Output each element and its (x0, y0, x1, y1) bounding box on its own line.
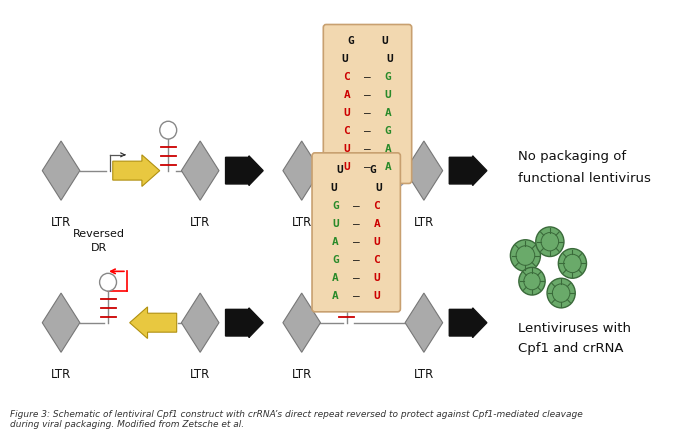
Text: —: — (364, 108, 371, 118)
FancyBboxPatch shape (312, 153, 400, 312)
Circle shape (160, 121, 176, 139)
Text: A: A (374, 219, 380, 229)
Text: —: — (353, 201, 360, 211)
Text: U: U (381, 36, 388, 46)
Text: G: G (385, 126, 391, 136)
Text: LTR: LTR (190, 216, 210, 229)
Text: —: — (353, 255, 360, 265)
Text: LTR: LTR (414, 368, 434, 381)
Text: U: U (374, 237, 380, 247)
Text: Cpf1: Cpf1 (368, 165, 394, 176)
Text: A: A (332, 237, 339, 247)
Polygon shape (181, 293, 219, 352)
Text: U: U (344, 144, 350, 154)
Ellipse shape (353, 149, 409, 192)
Text: —: — (364, 162, 371, 172)
Circle shape (559, 249, 587, 278)
Text: LTR: LTR (292, 368, 312, 381)
Polygon shape (225, 156, 263, 185)
Text: C: C (374, 255, 380, 265)
Text: U: U (336, 165, 343, 175)
Text: —: — (364, 90, 371, 100)
Text: Lentiviruses with: Lentiviruses with (518, 322, 631, 335)
Polygon shape (405, 293, 442, 352)
Text: Cpf1 and crRNA: Cpf1 and crRNA (518, 342, 624, 355)
Polygon shape (225, 308, 263, 337)
Text: A: A (332, 273, 339, 282)
Text: DR: DR (90, 242, 107, 253)
Text: C: C (344, 126, 350, 136)
Text: U: U (385, 90, 391, 100)
Text: U: U (344, 108, 350, 118)
Text: LTR: LTR (190, 368, 210, 381)
Polygon shape (42, 141, 80, 200)
Text: U: U (375, 183, 382, 193)
Text: G: G (347, 36, 354, 46)
Text: Reversed: Reversed (73, 229, 125, 239)
Text: U: U (374, 273, 380, 282)
Text: LTR: LTR (414, 216, 434, 229)
Text: A: A (385, 108, 391, 118)
Text: G: G (332, 255, 339, 265)
Circle shape (510, 240, 540, 271)
Text: U: U (386, 54, 393, 64)
Text: —: — (353, 219, 360, 229)
Text: A: A (344, 90, 350, 100)
Polygon shape (343, 129, 358, 180)
Text: A: A (332, 291, 339, 301)
Text: C: C (374, 201, 380, 211)
Circle shape (519, 268, 545, 295)
Text: LTR: LTR (51, 368, 71, 381)
Text: LTR: LTR (51, 216, 71, 229)
Text: —: — (353, 291, 360, 301)
Text: —: — (364, 126, 371, 136)
Circle shape (547, 278, 575, 308)
Text: U: U (344, 162, 350, 172)
Circle shape (338, 273, 356, 291)
Text: U: U (342, 54, 349, 64)
Text: G: G (332, 201, 339, 211)
Text: Figure 3: Schematic of lentiviral Cpf1 construct with crRNA’s direct repeat reve: Figure 3: Schematic of lentiviral Cpf1 c… (10, 410, 583, 429)
Polygon shape (449, 308, 487, 337)
Polygon shape (130, 307, 176, 338)
Text: A: A (385, 144, 391, 154)
Text: No packaging of: No packaging of (518, 150, 626, 163)
FancyBboxPatch shape (323, 25, 412, 183)
Text: LTR: LTR (292, 216, 312, 229)
Polygon shape (340, 281, 354, 309)
Text: U: U (330, 183, 337, 193)
Text: C: C (344, 72, 350, 82)
Text: A: A (385, 162, 391, 172)
Text: —: — (364, 72, 371, 82)
Polygon shape (181, 141, 219, 200)
Text: —: — (353, 273, 360, 282)
Polygon shape (283, 293, 321, 352)
Text: G: G (370, 165, 377, 175)
Circle shape (536, 227, 564, 257)
Text: —: — (364, 144, 371, 154)
Polygon shape (449, 156, 487, 185)
Circle shape (99, 273, 116, 291)
Text: U: U (374, 291, 380, 301)
Text: U: U (332, 219, 339, 229)
Polygon shape (283, 141, 321, 200)
Circle shape (342, 121, 359, 139)
Polygon shape (113, 155, 160, 187)
Text: —: — (353, 237, 360, 247)
Text: G: G (385, 72, 391, 82)
Polygon shape (42, 293, 80, 352)
Polygon shape (405, 141, 442, 200)
Text: functional lentivirus: functional lentivirus (518, 172, 651, 185)
